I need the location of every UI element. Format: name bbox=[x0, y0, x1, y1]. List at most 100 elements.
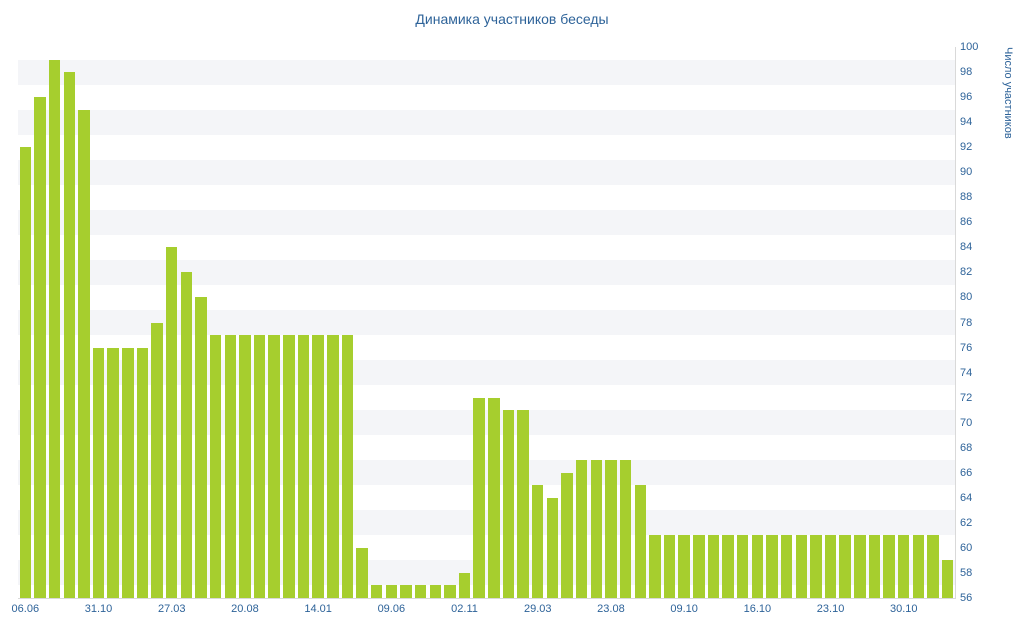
x-tick-label: 14.01 bbox=[304, 603, 332, 615]
y-tick-label: 78 bbox=[960, 316, 973, 329]
y-tick-label: 60 bbox=[960, 541, 973, 554]
x-tick-label: 02.11 bbox=[451, 603, 478, 615]
x-tick-label: 16.10 bbox=[743, 603, 772, 615]
bar[interactable] bbox=[48, 59, 61, 598]
bar[interactable] bbox=[341, 335, 354, 598]
y-tick-label: 80 bbox=[960, 291, 973, 304]
chart-title: Динамика участников беседы bbox=[415, 11, 609, 27]
bar[interactable] bbox=[166, 247, 178, 598]
plot-area bbox=[18, 47, 956, 599]
bar[interactable] bbox=[458, 572, 471, 598]
x-tick-label: 23.08 bbox=[597, 603, 625, 615]
bar[interactable] bbox=[268, 335, 280, 598]
bar[interactable] bbox=[941, 560, 954, 598]
bar[interactable] bbox=[605, 460, 617, 598]
y-tick-label: 86 bbox=[960, 216, 973, 229]
y-tick-label: 88 bbox=[960, 191, 973, 204]
bar[interactable] bbox=[107, 347, 119, 598]
bar[interactable] bbox=[473, 397, 485, 598]
x-tick-label: 30.10 bbox=[889, 603, 918, 615]
bar[interactable] bbox=[722, 535, 734, 598]
bar[interactable] bbox=[575, 460, 588, 598]
bar[interactable] bbox=[444, 585, 456, 598]
bar[interactable] bbox=[136, 347, 149, 598]
bar[interactable] bbox=[912, 535, 925, 598]
bar[interactable] bbox=[224, 335, 237, 598]
bar[interactable] bbox=[736, 535, 749, 598]
y-tick-label: 70 bbox=[960, 416, 973, 429]
bar[interactable] bbox=[619, 460, 632, 598]
background-stripe bbox=[18, 259, 955, 285]
x-tick-label: 27.03 bbox=[157, 603, 186, 615]
y-tick-label: 98 bbox=[960, 66, 973, 79]
bar[interactable] bbox=[78, 109, 90, 598]
bar[interactable] bbox=[883, 535, 895, 598]
bar[interactable] bbox=[297, 335, 310, 598]
background-stripe bbox=[18, 159, 955, 185]
bar[interactable] bbox=[824, 535, 837, 598]
bar[interactable] bbox=[649, 535, 661, 598]
y-tick-label: 100 bbox=[960, 41, 979, 53]
bar[interactable] bbox=[283, 335, 295, 598]
y-tick-label: 94 bbox=[960, 116, 973, 129]
x-tick-label: 06.06 bbox=[11, 603, 40, 615]
bar[interactable] bbox=[414, 585, 427, 598]
bar[interactable] bbox=[678, 535, 690, 598]
bar[interactable] bbox=[502, 410, 515, 598]
x-tick-label: 23.10 bbox=[816, 603, 845, 615]
bar[interactable] bbox=[839, 535, 851, 598]
y-tick-label: 66 bbox=[960, 466, 973, 479]
bar[interactable] bbox=[63, 72, 75, 598]
bar[interactable] bbox=[766, 535, 778, 598]
bar[interactable] bbox=[517, 410, 529, 598]
y-tick-label: 74 bbox=[960, 366, 973, 379]
bar[interactable] bbox=[151, 322, 163, 598]
y-tick-label: 56 bbox=[960, 592, 973, 604]
bar[interactable] bbox=[92, 347, 105, 598]
bar[interactable] bbox=[634, 485, 646, 598]
y-tick-label: 68 bbox=[960, 441, 973, 454]
bar[interactable] bbox=[488, 397, 500, 598]
bar[interactable] bbox=[854, 535, 866, 598]
bar[interactable] bbox=[927, 535, 939, 598]
bar[interactable] bbox=[34, 97, 46, 598]
y-axis-title: Число участников bbox=[1002, 47, 1014, 139]
bar[interactable] bbox=[546, 497, 559, 598]
bar[interactable] bbox=[195, 297, 207, 598]
bar[interactable] bbox=[780, 535, 793, 598]
y-tick-label: 62 bbox=[960, 516, 973, 529]
bar[interactable] bbox=[751, 535, 764, 598]
bar[interactable] bbox=[400, 585, 412, 598]
bar[interactable] bbox=[385, 585, 398, 598]
y-tick-label: 90 bbox=[960, 166, 973, 179]
bar[interactable] bbox=[327, 335, 339, 598]
x-tick-label: 20.08 bbox=[231, 603, 259, 615]
y-tick-label: 64 bbox=[960, 491, 973, 504]
bar[interactable] bbox=[693, 535, 705, 598]
bar[interactable] bbox=[209, 335, 222, 598]
x-tick-label: 29.03 bbox=[523, 603, 552, 615]
bar[interactable] bbox=[312, 335, 324, 598]
bar[interactable] bbox=[370, 585, 383, 598]
bar[interactable] bbox=[180, 272, 193, 598]
bar[interactable] bbox=[429, 585, 441, 598]
bar[interactable] bbox=[253, 335, 266, 598]
bar[interactable] bbox=[663, 535, 676, 598]
bar[interactable] bbox=[868, 535, 881, 598]
bar[interactable] bbox=[590, 460, 603, 598]
bar[interactable] bbox=[898, 535, 910, 598]
background-stripe bbox=[18, 109, 955, 135]
bar[interactable] bbox=[810, 535, 822, 598]
bar[interactable] bbox=[122, 347, 134, 598]
y-tick-label: 82 bbox=[960, 266, 973, 279]
bar[interactable] bbox=[707, 535, 720, 598]
bar[interactable] bbox=[19, 147, 32, 598]
bar[interactable] bbox=[795, 535, 807, 598]
bar[interactable] bbox=[356, 547, 368, 598]
y-axis-ticks: 100 98 96 94 92 90 88 86 84 82 80 78 76 74 72 70 68 66 64 6… bbox=[960, 41, 990, 604]
bar[interactable] bbox=[532, 485, 544, 598]
bar[interactable] bbox=[561, 472, 573, 598]
bar[interactable] bbox=[239, 335, 251, 598]
y-tick-label: 84 bbox=[960, 241, 973, 254]
